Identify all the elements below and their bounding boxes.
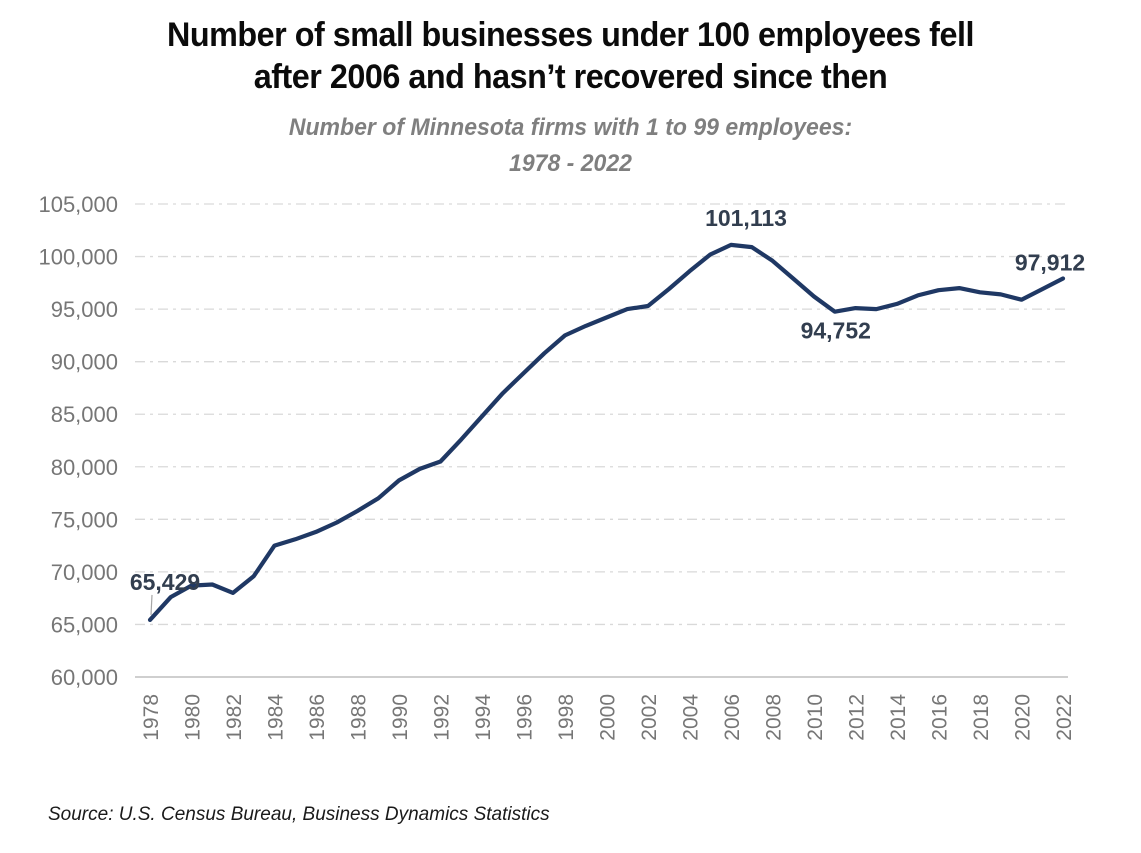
- y-tick-label: 60,000: [51, 665, 118, 690]
- chart-title: Number of small businesses under 100 emp…: [29, 14, 1113, 98]
- x-tick-label: 1998: [555, 694, 578, 741]
- leader-line: [150, 594, 153, 615]
- y-tick-label: 95,000: [51, 297, 118, 322]
- data-label: 101,113: [705, 205, 787, 231]
- data-label: 97,912: [1015, 250, 1085, 276]
- x-tick-label: 1994: [472, 694, 495, 741]
- y-tick-label: 75,000: [51, 507, 118, 532]
- x-tick-label: 1996: [514, 694, 537, 741]
- x-tick-label: 1982: [223, 694, 246, 741]
- y-tick-label: 100,000: [38, 245, 118, 270]
- data-label: 94,752: [801, 318, 871, 344]
- x-tick-label: 1990: [389, 694, 412, 741]
- x-tick-label: 1986: [306, 694, 329, 741]
- source-note: Source: U.S. Census Bureau, Business Dyn…: [48, 804, 550, 825]
- y-tick-label: 65,000: [51, 612, 118, 637]
- y-tick-label: 70,000: [51, 560, 118, 585]
- chart-title-line2: after 2006 and hasn’t recovered since th…: [253, 58, 888, 96]
- chart-subtitle-line2: 1978 - 2022: [509, 150, 632, 177]
- x-tick-label: 2008: [763, 694, 786, 741]
- chart-subtitle-line1: Number of Minnesota firms with 1 to 99 e…: [288, 114, 853, 141]
- x-tick-label: 2022: [1053, 694, 1076, 741]
- y-tick-label: 105,000: [38, 192, 118, 217]
- chart-subtitle: Number of Minnesota firms with 1 to 99 e…: [23, 110, 1118, 182]
- chart-title-line1: Number of small businesses under 100 emp…: [167, 16, 974, 54]
- x-tick-label: 2016: [929, 694, 952, 741]
- y-tick-label: 85,000: [51, 402, 118, 427]
- x-tick-label: 2006: [721, 694, 744, 741]
- x-tick-label: 1984: [265, 694, 288, 741]
- x-tick-label: 1988: [348, 694, 371, 741]
- x-tick-label: 2000: [597, 694, 620, 741]
- y-tick-label: 90,000: [51, 350, 118, 375]
- line-chart: 60,000 65,000 70,000 75,000 80,000 85,000 90,0…: [38, 192, 1085, 741]
- x-tick-label: 2018: [970, 694, 993, 741]
- x-tick-label: 2002: [638, 694, 661, 741]
- x-tick-label: 1980: [182, 694, 205, 741]
- x-tick-label: 1992: [431, 694, 454, 741]
- data-label: 65,429: [130, 569, 200, 595]
- x-tick-label: 2020: [1012, 694, 1035, 741]
- y-tick-label: 80,000: [51, 455, 118, 480]
- x-tick-label: 1978: [140, 694, 163, 741]
- x-tick-label: 2010: [804, 694, 827, 741]
- x-tick-label: 2012: [846, 694, 869, 741]
- x-tick-label: 2004: [680, 694, 703, 741]
- series-line: [147, 242, 1066, 623]
- x-tick-label: 2014: [887, 694, 910, 741]
